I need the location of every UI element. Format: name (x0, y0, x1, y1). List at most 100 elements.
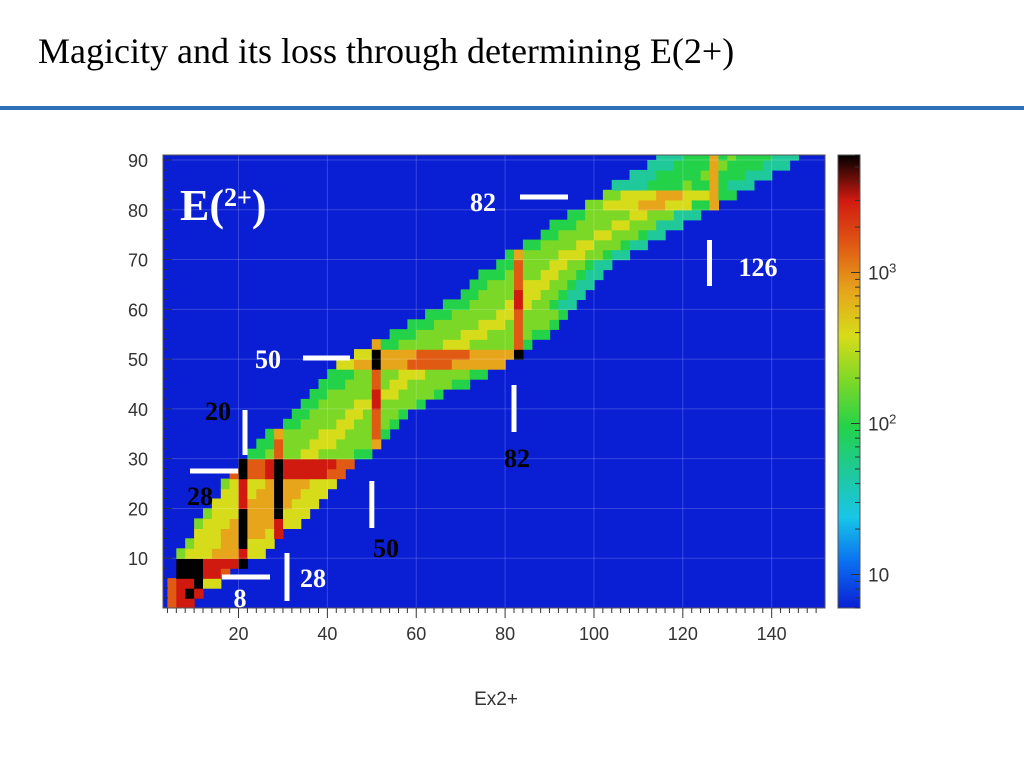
heatmap-cell (531, 249, 542, 261)
heatmap-cell (469, 299, 480, 310)
heatmap-cell (229, 558, 240, 569)
heatmap-cell (594, 219, 604, 231)
heatmap-cell (549, 259, 559, 271)
heatmap-cell (469, 349, 480, 360)
heatmap-cell (727, 155, 737, 161)
heatmap-cell (638, 219, 648, 231)
heatmap-cell (656, 189, 666, 201)
heatmap-cell (291, 508, 302, 519)
heatmap-cell (283, 518, 293, 529)
heatmap-cell (762, 155, 773, 161)
heatmap-cell (629, 229, 639, 241)
heatmap-cell (558, 269, 568, 281)
heatmap-cell (327, 428, 337, 440)
heatmap-cell (362, 349, 373, 360)
heatmap-cell (327, 418, 337, 430)
heatmap-cell (300, 418, 311, 430)
heatmap-cell (505, 299, 515, 310)
heatmap-cell (345, 359, 355, 370)
heatmap-cell (300, 398, 311, 410)
heatmap-cell (638, 169, 648, 181)
heatmap-cell (691, 189, 702, 201)
heatmap-cell (505, 289, 515, 300)
heatmap-cell (531, 239, 542, 251)
heatmap-cell (291, 468, 302, 480)
heatmap-cell (354, 369, 364, 380)
heatmap-cell (567, 219, 577, 231)
heatmap-cell (531, 299, 542, 310)
heatmap-cell (611, 189, 622, 201)
heatmap-cell (682, 189, 693, 201)
heatmap-cell (327, 438, 337, 450)
heatmap-cell (549, 319, 559, 330)
heatmap-cell (442, 309, 453, 320)
heatmap-cell (602, 249, 613, 261)
heatmap-cell (318, 418, 328, 430)
heatmap-cell (203, 568, 213, 579)
heatmap-cell (211, 518, 222, 529)
title-divider (0, 106, 1024, 110)
heatmap-cell (540, 309, 551, 320)
heatmap-cell (345, 408, 355, 420)
heatmap-cell (300, 438, 311, 450)
heatmap-cell (416, 319, 426, 330)
heatmap-cell (496, 299, 506, 310)
heatmap-cell (309, 448, 320, 460)
marker-label-28: 28 (187, 482, 213, 511)
heatmap-cell (238, 468, 248, 480)
heatmap-cell (700, 169, 711, 181)
heatmap-cell (567, 279, 577, 291)
heatmap-cell (336, 359, 346, 370)
heatmap-cell (398, 339, 408, 350)
heatmap-cell (425, 309, 435, 320)
heatmap-cell (354, 448, 364, 460)
heatmap-cell (291, 458, 302, 470)
heatmap-cell (229, 508, 240, 519)
heatmap-cell (434, 329, 444, 340)
heatmap-cell (682, 160, 693, 171)
heatmap-cell (336, 428, 346, 440)
heatmap-cell (638, 229, 648, 241)
heatmap-cell (380, 359, 391, 370)
heatmap-cell (256, 488, 266, 500)
heatmap-cell (478, 279, 488, 291)
heatmap-cell (211, 538, 222, 549)
heatmap-cell (256, 458, 266, 470)
heatmap-cell (665, 155, 675, 161)
heatmap-cell (540, 259, 551, 271)
heatmap-cell (514, 279, 524, 291)
heatmap-cell (540, 229, 551, 241)
heatmap-cell (318, 408, 328, 420)
heatmap-cell (567, 249, 577, 261)
heatmap-cell (194, 538, 204, 549)
heatmap-cell (496, 309, 506, 320)
heatmap-cell (211, 498, 222, 510)
heatmap-cell (780, 160, 791, 171)
heatmap-cell (345, 418, 355, 430)
heatmap-cell (585, 229, 595, 241)
x-tick-label: 20 (229, 624, 249, 644)
heatmap-cell (745, 160, 755, 171)
heatmap-cell (496, 279, 506, 291)
heatmap-cell (549, 279, 559, 291)
heatmap-cell (256, 508, 266, 519)
heatmap-cell (460, 379, 471, 390)
heatmap-cell (229, 538, 240, 549)
heatmap-cell (442, 339, 453, 350)
heatmap-cell (247, 468, 257, 480)
heatmap-cell (576, 209, 586, 221)
heatmap-cell (576, 249, 586, 261)
heatmap-cell (238, 528, 248, 539)
heatmap-cell (309, 418, 320, 430)
heatmap-cell (398, 408, 408, 420)
heatmap-cell (265, 428, 275, 440)
heatmap-cell (336, 408, 346, 420)
heatmap-cell (194, 588, 204, 599)
heatmap-cell (442, 319, 453, 330)
heatmap-cell (300, 498, 311, 510)
heatmap-cell (558, 289, 568, 300)
heatmap-cell (736, 169, 746, 181)
heatmap-cell (318, 448, 328, 460)
heatmap-cell (354, 408, 364, 420)
heatmap-cell (354, 359, 364, 370)
